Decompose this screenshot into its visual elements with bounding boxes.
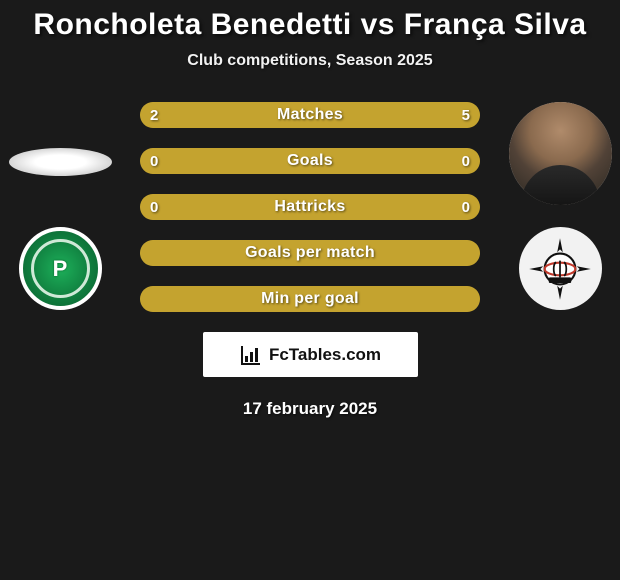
stat-label: Min per goal <box>261 290 359 308</box>
stat-label: Matches <box>277 106 343 124</box>
club-crest-left: P <box>19 227 102 310</box>
avatar-placeholder-icon <box>9 148 112 176</box>
stat-value-right: 0 <box>462 148 470 174</box>
stat-fill-right <box>237 102 480 128</box>
chart-icon <box>239 343 263 367</box>
club-crest-right <box>519 227 602 310</box>
page-title: Roncholeta Benedetti vs França Silva <box>0 8 620 42</box>
crest-left-label: P <box>53 256 68 282</box>
player-left-column: P <box>6 102 114 310</box>
player-right-column <box>506 102 614 310</box>
stat-value-left: 0 <box>150 194 158 220</box>
stat-row: 0 0 Hattricks <box>140 194 480 220</box>
stat-row: 2 5 Matches <box>140 102 480 128</box>
comparison-body: P 2 5 Matches 0 0 Goals <box>0 102 620 419</box>
stat-row: Min per goal <box>140 286 480 312</box>
player-left-avatar <box>9 102 112 205</box>
brand-badge[interactable]: FcTables.com <box>203 332 418 377</box>
stat-value-right: 0 <box>462 194 470 220</box>
stat-value-right: 5 <box>462 102 470 128</box>
stat-fill-left <box>140 148 310 174</box>
player-right-avatar <box>509 102 612 205</box>
brand-label: FcTables.com <box>269 345 381 365</box>
stat-row: 0 0 Goals <box>140 148 480 174</box>
comparison-date: 17 february 2025 <box>0 399 620 419</box>
stat-row: Goals per match <box>140 240 480 266</box>
stat-label: Goals per match <box>245 244 375 262</box>
avatar-photo-icon <box>509 102 612 205</box>
stat-label: Goals <box>287 152 333 170</box>
stat-value-left: 0 <box>150 148 158 174</box>
stats-list: 2 5 Matches 0 0 Goals 0 0 Hattricks Goals per mat… <box>140 102 480 312</box>
stat-value-left: 2 <box>150 102 158 128</box>
page-subtitle: Club competitions, Season 2025 <box>0 52 620 70</box>
stat-label: Hattricks <box>274 198 345 216</box>
stat-fill-right <box>310 148 480 174</box>
corinthians-crest-icon <box>525 234 595 304</box>
comparison-card: Roncholeta Benedetti vs França Silva Clu… <box>0 0 620 419</box>
